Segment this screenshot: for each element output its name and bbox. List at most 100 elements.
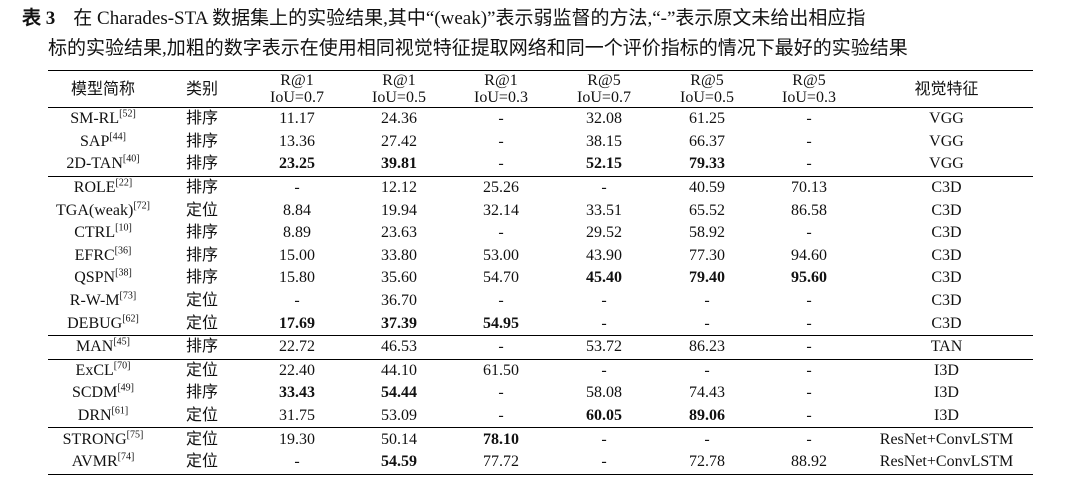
cell: 79.33 [689,155,725,173]
cell: - [552,427,656,451]
cell: - [758,106,860,131]
cell: 61.25 [656,106,758,131]
cell: - [806,314,812,332]
table-row: CTRL[10] 排序 8.89 23.63 - 29.52 58.92 - C3D [48,222,1033,245]
cell: 36.70 [381,292,417,310]
header-cell: 类别 [158,70,246,108]
cell: I3D [934,384,959,402]
model-name-cell: DRN[61] [48,405,158,428]
model-name: MAN [75,338,114,356]
cell: 66.37 [689,132,725,150]
cell: 86.23 [656,334,758,360]
model-name-cell: SCDM[49] [48,382,158,405]
cell: C3D [931,314,962,332]
cell: - [704,292,710,310]
cell: 排序 [158,106,246,131]
cell: 定位 [158,358,246,383]
model-name: AVMR [71,453,118,471]
cell: VGG [860,106,1033,131]
cell: - [601,453,607,471]
table-row: DRN[61] 定位 31.75 53.09 - 60.05 89.06 - I3D [48,405,1033,428]
cell: - [601,292,607,310]
cell: 44.10 [348,358,450,383]
model-name-cell: SAP[44] [48,131,158,154]
cell: - [656,427,758,451]
table-row: 2D-TAN[40] 排序 23.25 39.81 - 52.15 79.33 - VGG [48,153,1033,176]
cell: C3D [931,246,962,264]
cell: 70.13 [758,175,860,200]
cell: 17.69 [279,314,315,332]
cell: - [806,384,812,402]
cell: I3D [860,358,1033,383]
cell: TAN [860,334,1033,360]
cell: - [450,334,552,360]
cell: 88.92 [791,453,827,471]
cell: - [552,358,656,383]
cell: 定位 [185,453,218,471]
table-row: QSPN[38] 排序 15.80 35.60 54.70 45.40 79.40 95.60… [48,267,1033,290]
cell: 53.00 [483,246,519,264]
cell: - [806,155,812,173]
cell: 15.00 [279,246,315,264]
cell: - [806,292,812,310]
header-cell: 模型简称 [48,70,158,108]
model-name-cell: STRONG[75] [48,427,158,451]
cell: - [498,384,504,402]
table-row: AVMR[74] 定位 - 54.59 77.72 - 72.78 88.92 ResNet+C… [48,451,1033,474]
model-name-cell: DEBUG[62] [48,312,158,335]
cell: 33.51 [586,201,622,219]
reference: [74] [117,451,135,463]
model-name: SM-RL [70,110,120,128]
cell: - [656,358,758,383]
header-text: IoU=0.7 [270,89,324,106]
caption-text: 标的实验结果,加粗的数字表示在使用相同视觉特征提取网络和同一个评价指标的情况下最… [48,38,908,59]
header-cell: R@5 IoU=0.5 [656,70,758,108]
cell: 24.36 [348,106,450,131]
table-row: SAP[44] 排序 13.36 27.42 - 38.15 66.37 - VGG [48,131,1033,154]
cell: 40.59 [656,175,758,200]
reference: [44] [109,131,127,143]
cell: 29.52 [586,224,622,242]
cell: 53.72 [552,334,656,360]
cell: - [498,224,504,242]
cell: 33.80 [381,246,417,264]
cell: 排序 [185,224,218,242]
model-name-cell: ROLE[22] [48,175,158,200]
cell: 46.53 [348,334,450,360]
model-name-cell: EFRC[36] [48,245,158,268]
model-name: SCDM [71,384,118,402]
cell: 58.08 [586,384,622,402]
cell: VGG [929,132,964,150]
model-name: DEBUG [67,314,123,332]
model-name: ROLE [73,179,116,197]
header-text: IoU=0.3 [474,89,528,106]
cell: C3D [860,175,1033,200]
table-row: R-W-M[73] 定位 - 36.70 - - - - C3D [48,290,1033,313]
header-text: R@1 [280,72,314,89]
model-name: ExCL [75,361,114,379]
cell: 排序 [185,269,218,287]
table-row: DEBUG[62] 定位 17.69 37.39 54.95 - - - C3D [48,312,1033,335]
model-name: 2D-TAN [66,155,123,173]
cell: 22.40 [246,358,348,383]
cell: 43.90 [586,246,622,264]
cell: 32.14 [483,201,519,219]
cell: 15.80 [279,269,315,287]
cell: 54.44 [381,384,417,402]
reference: [73] [119,290,137,302]
reference: [70] [113,360,131,372]
cell: 11.17 [246,106,348,131]
cell: - [246,175,348,200]
table-row: SCDM[49] 排序 33.43 54.44 - 58.08 74.43 - I3D [48,382,1033,405]
cell: 排序 [185,246,218,264]
cell: - [498,155,504,173]
cell: 58.92 [689,224,725,242]
cell: 52.15 [586,155,622,173]
table-row: TGA(weak)[72] 定位 8.84 19.94 32.14 33.51 65.52 8… [48,199,1033,222]
cell: 8.84 [283,201,311,219]
cell: 37.39 [381,314,417,332]
cell: 38.15 [586,132,622,150]
reference: [36] [114,245,132,257]
caption: 表 3 在 Charades-STA 数据集上的实验结果,其中“(weak)”表示… [0,4,1080,64]
caption-line: 标的实验结果,加粗的数字表示在使用相同视觉特征提取网络和同一个评价指标的情况下最… [0,34,1080,64]
